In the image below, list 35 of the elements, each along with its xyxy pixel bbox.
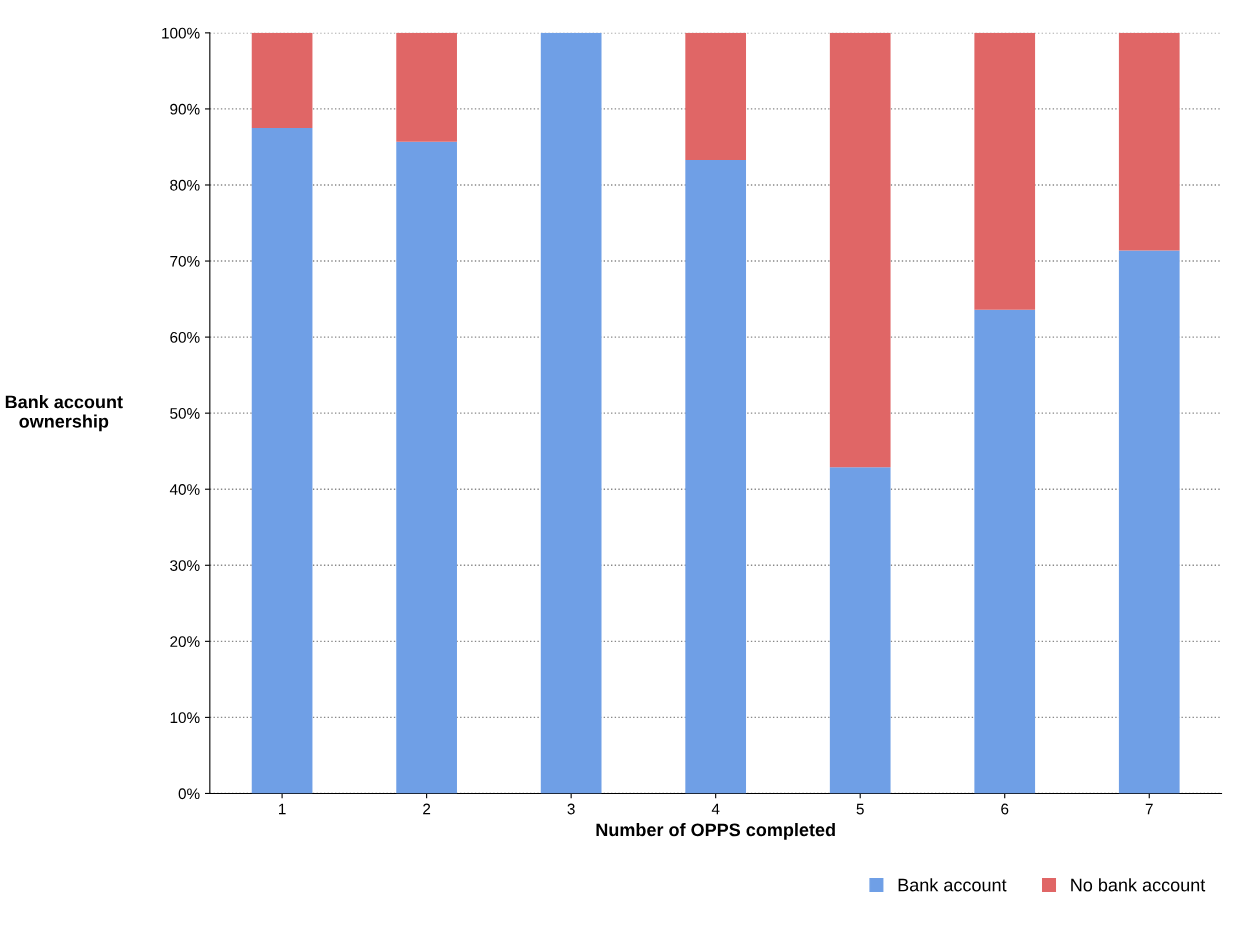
y-axis-title: Bank account ownership xyxy=(5,395,123,432)
x-tick-label: 3 xyxy=(567,803,575,815)
x-tick-label: 4 xyxy=(711,803,720,815)
bar xyxy=(396,141,457,794)
bar xyxy=(829,32,891,468)
x-tick-label: 6 xyxy=(1001,803,1009,815)
y-tick-label: 40% xyxy=(169,484,200,495)
x-tick-label: 1 xyxy=(279,803,286,815)
bar xyxy=(1118,250,1180,794)
y-tick-label: 90% xyxy=(170,103,200,115)
y-tick-label: 30% xyxy=(170,560,200,571)
y-tick-label: 100% xyxy=(162,27,200,39)
bar xyxy=(685,32,747,160)
x-axis-title: Number of OPPS completed xyxy=(596,822,835,840)
legend-label: No bank account xyxy=(1071,878,1206,892)
bar xyxy=(974,32,1036,310)
x-tick-label: 5 xyxy=(856,803,864,815)
bar xyxy=(251,127,313,794)
y-tick-label: 70% xyxy=(170,255,200,267)
bar xyxy=(251,32,313,128)
bar xyxy=(829,467,891,794)
legend-label: Bank account xyxy=(898,878,1007,892)
x-tick-label: 2 xyxy=(423,803,431,815)
bar xyxy=(1118,32,1180,251)
bar xyxy=(396,32,457,142)
bar xyxy=(974,309,1036,794)
y-tick-label: 20% xyxy=(170,636,200,648)
y-tick-label: 50% xyxy=(170,408,200,419)
y-tick-label: 10% xyxy=(170,712,200,724)
x-tick-label: 7 xyxy=(1145,803,1153,815)
y-tick-label: 0% xyxy=(178,788,200,800)
bar xyxy=(685,159,747,794)
y-tick-label: 80% xyxy=(170,179,200,191)
y-tick-label: 60% xyxy=(170,331,200,343)
bar xyxy=(540,32,602,794)
